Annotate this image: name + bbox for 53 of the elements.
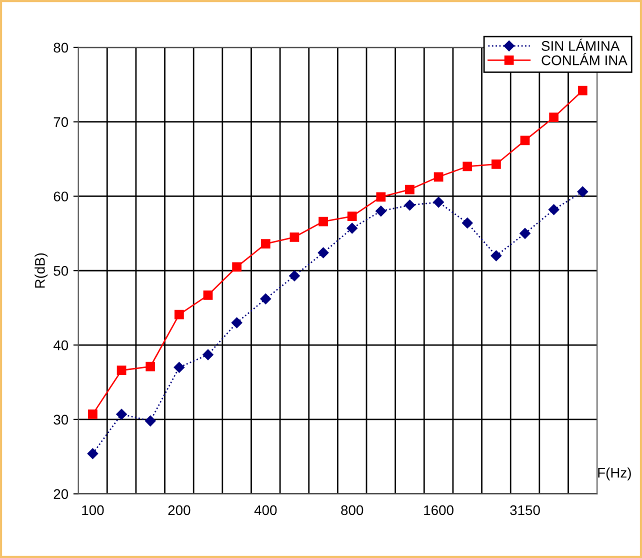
point xyxy=(346,222,358,234)
point xyxy=(231,317,242,328)
point xyxy=(433,196,444,208)
y-tick-label: 20 xyxy=(54,489,68,499)
point xyxy=(490,250,502,262)
y-tick-label: 50 xyxy=(54,266,68,276)
point xyxy=(577,186,588,198)
point xyxy=(405,184,414,194)
point xyxy=(462,218,473,228)
point xyxy=(578,86,588,96)
x-tick-label: 800 xyxy=(341,505,364,516)
point xyxy=(376,192,386,202)
y-axis-title: R(dB) xyxy=(34,253,48,288)
point xyxy=(116,408,127,420)
legend-label: SIN LÁMINA xyxy=(542,38,620,51)
point xyxy=(203,290,213,300)
point xyxy=(462,162,472,172)
point xyxy=(202,349,214,360)
point xyxy=(144,415,156,426)
point xyxy=(174,310,184,320)
y-tick-label: 60 xyxy=(54,192,68,202)
x-tick-label: 200 xyxy=(168,505,190,516)
legend-label: CONLÁM INA xyxy=(542,53,628,66)
point xyxy=(549,112,559,122)
point xyxy=(260,239,270,249)
point xyxy=(548,204,560,216)
point xyxy=(318,216,328,226)
point xyxy=(116,366,126,376)
point xyxy=(434,172,444,182)
point xyxy=(174,362,185,373)
point xyxy=(375,206,386,217)
point xyxy=(492,160,501,169)
x-axis-title: F(Hz) xyxy=(598,467,631,480)
point xyxy=(146,362,156,372)
y-tick-label: 70 xyxy=(54,117,68,127)
y-tick-label: 30 xyxy=(54,414,68,425)
x-tick-label: 3150 xyxy=(510,505,540,516)
y-tick-label: 40 xyxy=(53,340,68,350)
point xyxy=(290,232,300,242)
x-tick-label: 1600 xyxy=(424,505,454,516)
point xyxy=(318,247,329,258)
point xyxy=(260,293,272,304)
point xyxy=(87,448,98,460)
point xyxy=(289,270,300,282)
point xyxy=(232,262,242,272)
x-tick-label: 400 xyxy=(254,505,277,516)
point xyxy=(88,410,98,419)
point xyxy=(347,212,357,222)
y-tick-label: 80 xyxy=(54,42,68,53)
point xyxy=(404,200,416,211)
point xyxy=(520,228,530,239)
point xyxy=(520,136,530,146)
x-tick-label: 100 xyxy=(82,505,104,516)
